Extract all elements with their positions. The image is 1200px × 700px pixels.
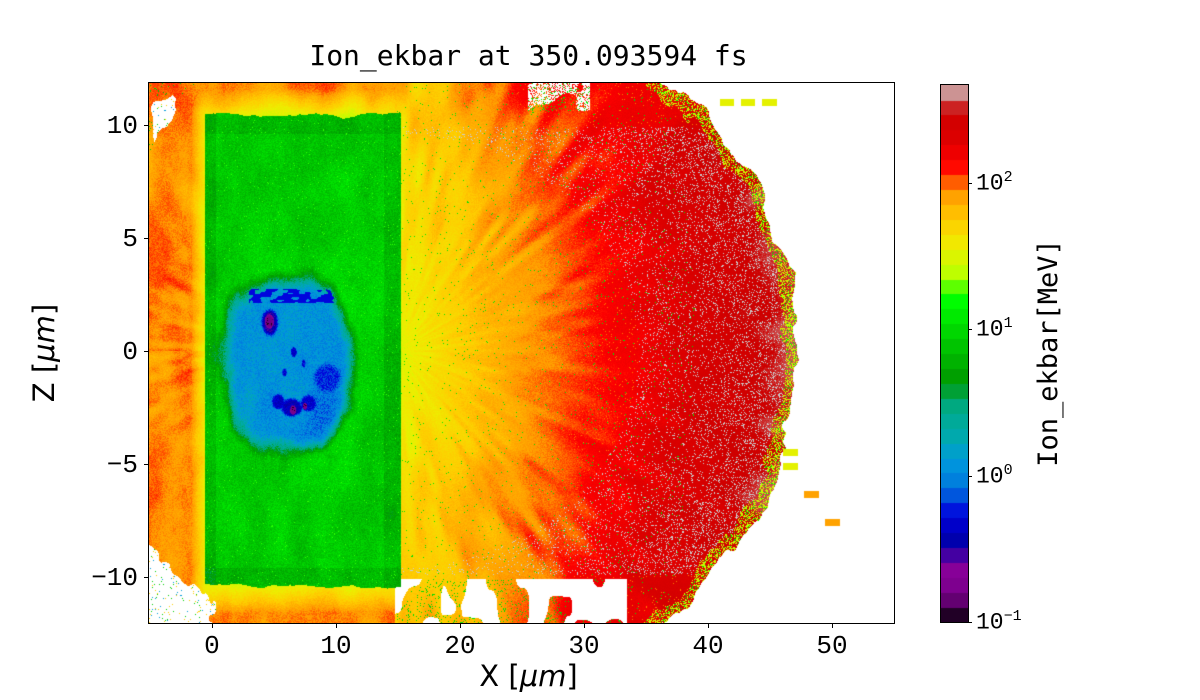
colorbar — [940, 84, 969, 623]
y-axis-label-pre: Z [ — [26, 361, 61, 403]
y-tick-label: 10 — [106, 110, 138, 141]
x-tick — [583, 624, 585, 628]
y-axis-label: Z [μm] — [26, 303, 61, 403]
colorbar-tick-label: 10−1 — [976, 608, 1022, 636]
plot-area — [148, 82, 895, 624]
colorbar-tick — [968, 329, 972, 331]
x-tick-label: 40 — [692, 631, 724, 661]
y-tick-label: −10 — [91, 563, 138, 594]
y-tick — [144, 124, 148, 126]
y-tick-label: 0 — [122, 336, 138, 367]
x-tick — [707, 624, 709, 628]
x-tick-label: 30 — [568, 631, 600, 661]
x-tick — [831, 624, 833, 628]
y-tick — [144, 237, 148, 239]
y-axis-label-post: ] — [26, 303, 61, 316]
x-tick-label: 20 — [444, 631, 476, 661]
heatmap-canvas — [149, 83, 894, 623]
x-tick-label: 10 — [320, 631, 352, 661]
colorbar-tick-label: 102 — [976, 168, 1013, 197]
y-tick — [144, 577, 148, 579]
y-axis-label-unit: μm — [26, 315, 61, 362]
x-tick — [211, 624, 213, 628]
x-tick-label: 50 — [816, 631, 848, 661]
colorbar-label: Ion_ekbar[MeV] — [1032, 239, 1064, 467]
y-tick-label: −5 — [106, 450, 138, 481]
x-tick — [335, 624, 337, 628]
x-axis-label: X [μm] — [148, 661, 895, 691]
x-axis-label-unit: μm — [519, 659, 567, 693]
x-axis-label-pre: X [ — [479, 659, 520, 693]
y-tick — [144, 350, 148, 352]
x-tick-label: 0 — [204, 631, 220, 661]
colorbar-canvas — [941, 85, 968, 622]
colorbar-tick-label: 100 — [976, 461, 1013, 490]
colorbar-tick-label: 101 — [976, 315, 1013, 343]
y-tick-label: 5 — [122, 223, 138, 254]
x-tick — [459, 624, 461, 628]
x-axis-label-post: ] — [566, 659, 578, 693]
y-tick — [144, 464, 148, 466]
colorbar-tick — [968, 475, 972, 477]
colorbar-tick — [968, 622, 972, 623]
plot-title: Ion_ekbar at 350.093594 fs — [309, 39, 748, 72]
colorbar-tick — [968, 182, 972, 184]
